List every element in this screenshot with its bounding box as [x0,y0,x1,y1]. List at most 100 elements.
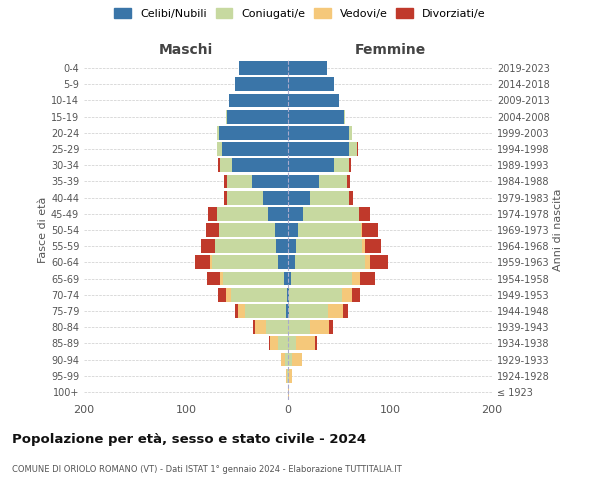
Bar [278,336,288,350]
Bar [232,158,288,172]
Bar [288,304,289,318]
Bar [202,240,215,253]
Bar [314,336,317,350]
Bar [349,158,351,172]
Bar [304,207,359,220]
Bar [347,174,350,188]
Bar [288,240,296,253]
Bar [195,256,211,270]
Bar [288,272,291,285]
Bar [288,320,310,334]
Bar [343,304,348,318]
Text: Maschi: Maschi [159,42,213,56]
Bar [349,142,358,156]
Bar [344,110,345,124]
Y-axis label: Fasce di età: Fasce di età [38,197,48,263]
Bar [288,158,334,172]
Text: COMUNE DI ORIOLO ROMANO (VT) - Dati ISTAT 1° gennaio 2024 - Elaborazione TUTTITA: COMUNE DI ORIOLO ROMANO (VT) - Dati ISTA… [12,466,402,474]
Bar [253,320,256,334]
Bar [212,256,278,270]
Bar [218,126,288,140]
Bar [284,272,288,285]
Bar [220,272,223,285]
Bar [227,174,253,188]
Bar [352,272,361,285]
Bar [288,126,349,140]
Bar [224,190,227,204]
Bar [224,174,227,188]
Bar [310,320,329,334]
Bar [288,369,289,382]
Bar [229,94,288,108]
Bar [235,78,288,91]
Bar [310,190,349,204]
Bar [218,223,275,237]
Bar [217,126,218,140]
Bar [245,304,286,318]
Bar [359,207,370,220]
Bar [206,223,218,237]
Legend: Celibi/Nubili, Coniugati/e, Vedovi/e, Divorziati/e: Celibi/Nubili, Coniugati/e, Vedovi/e, Di… [112,6,488,21]
Bar [285,352,288,366]
Bar [349,126,352,140]
Bar [256,320,266,334]
Bar [288,94,339,108]
Bar [288,61,327,75]
Bar [222,142,288,156]
Bar [227,190,263,204]
Bar [218,158,220,172]
Bar [319,174,347,188]
Bar [231,288,287,302]
Bar [288,352,292,366]
Bar [295,256,365,270]
Bar [365,256,370,270]
Bar [288,142,349,156]
Bar [342,288,352,302]
Bar [215,240,276,253]
Bar [289,369,292,382]
Bar [208,207,217,220]
Bar [365,240,381,253]
Bar [288,336,296,350]
Bar [208,272,220,285]
Bar [268,207,288,220]
Bar [296,240,362,253]
Bar [334,158,349,172]
Bar [278,256,288,270]
Bar [223,272,284,285]
Bar [329,320,333,334]
Bar [288,190,310,204]
Bar [328,304,343,318]
Bar [286,304,288,318]
Bar [288,385,289,399]
Bar [275,223,288,237]
Bar [266,320,288,334]
Bar [292,352,302,366]
Bar [276,240,288,253]
Bar [370,256,388,270]
Text: Popolazione per età, sesso e stato civile - 2024: Popolazione per età, sesso e stato civil… [12,432,366,446]
Bar [227,110,288,124]
Bar [238,304,245,318]
Bar [281,352,285,366]
Bar [296,336,314,350]
Bar [362,240,365,253]
Bar [220,158,232,172]
Bar [291,272,352,285]
Bar [217,142,222,156]
Bar [211,256,212,270]
Bar [235,304,238,318]
Bar [288,174,319,188]
Bar [253,174,288,188]
Bar [218,288,226,302]
Bar [352,288,361,302]
Bar [288,207,304,220]
Text: Femmine: Femmine [355,42,425,56]
Bar [362,223,378,237]
Bar [269,336,278,350]
Bar [288,256,295,270]
Bar [288,110,344,124]
Bar [288,78,334,91]
Bar [298,223,361,237]
Bar [263,190,288,204]
